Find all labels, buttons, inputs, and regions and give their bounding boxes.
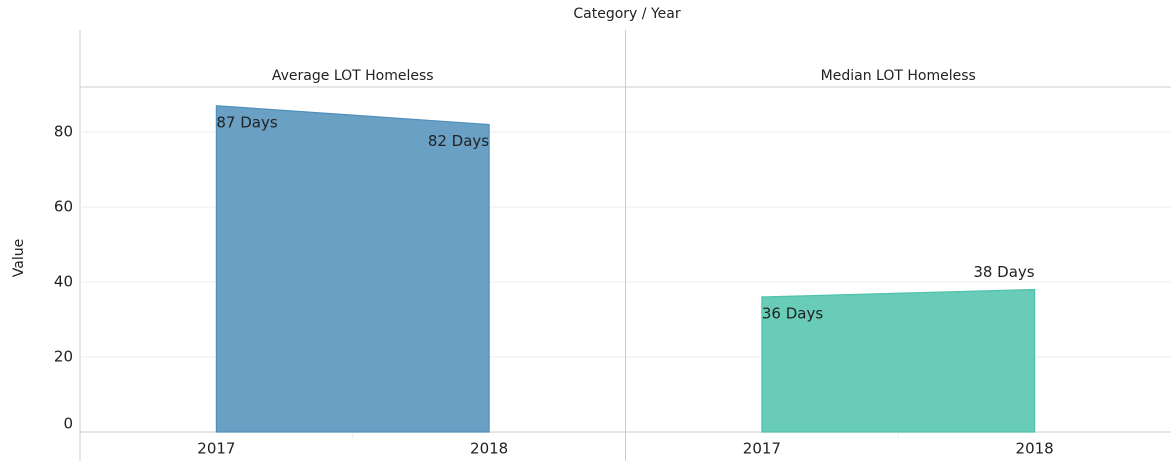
x-tick-label: 2018 bbox=[470, 440, 508, 458]
y-tick-label: 20 bbox=[54, 348, 73, 366]
y-tick-label: 40 bbox=[54, 273, 73, 291]
area bbox=[761, 288, 1036, 433]
y-tick-label: 0 bbox=[63, 415, 73, 433]
panel-header: Median LOT Homeless bbox=[821, 68, 976, 84]
data-label: 87 Days bbox=[216, 113, 277, 131]
x-tick-label: 2017 bbox=[743, 440, 781, 458]
y-tick-label: 80 bbox=[54, 123, 73, 141]
area bbox=[215, 105, 490, 433]
y-tick-label: 60 bbox=[54, 198, 73, 216]
data-label: 82 Days bbox=[428, 132, 489, 150]
x-tick-label: 2017 bbox=[197, 440, 235, 458]
data-label: 36 Days bbox=[762, 305, 823, 323]
panel-header: Average LOT Homeless bbox=[272, 68, 434, 84]
y-axis-label: Value bbox=[11, 239, 27, 277]
x-tick-label: 2018 bbox=[1016, 440, 1054, 458]
chart-title: Category / Year bbox=[573, 6, 680, 22]
data-label: 38 Days bbox=[973, 263, 1034, 281]
